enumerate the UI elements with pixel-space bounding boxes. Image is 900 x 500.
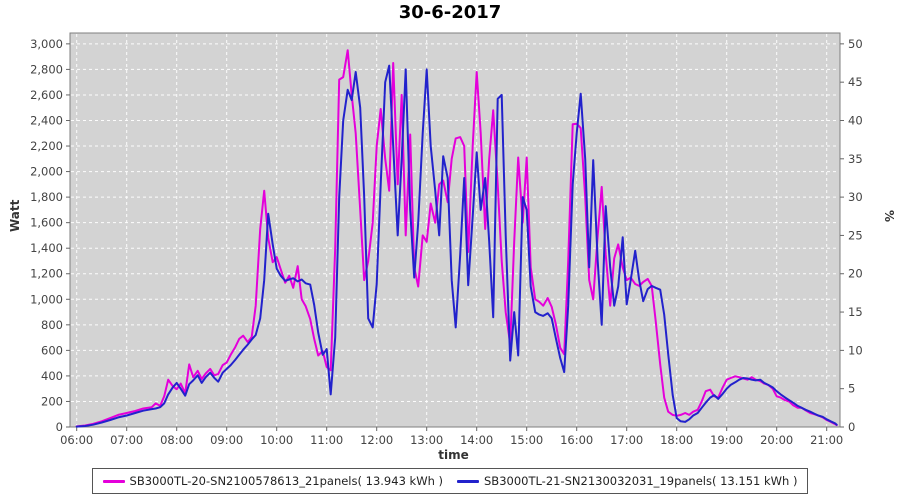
pct-axis-tick-label: 0 (848, 420, 855, 434)
y-axis-tick-label: 2,000 (30, 165, 63, 179)
pct-axis-tick-label: 30 (848, 190, 863, 204)
x-axis-tick-label: 12:00 (360, 433, 393, 447)
legend-line-swatch (102, 479, 125, 483)
legend: SB3000TL-20-SN2100578613_21panels( 13.94… (0, 468, 900, 494)
pct-axis-tick-label: 35 (848, 152, 863, 166)
y-axis-tick-label: 600 (41, 343, 63, 357)
y-axis-label-percent: % (882, 209, 896, 222)
x-axis-tick-label: 06:00 (60, 433, 93, 447)
series-line-sb3000tl-21 (75, 64, 838, 428)
x-axis-tick-label: 18:00 (660, 433, 693, 447)
x-axis-tick-label: 16:00 (560, 433, 593, 447)
pct-axis-tick-label: 45 (848, 75, 863, 89)
y-axis-tick-label: 1,200 (30, 267, 63, 281)
pct-axis-tick-label: 50 (848, 37, 863, 51)
pct-axis-tick-label: 10 (848, 343, 863, 357)
y-axis-tick-label: 2,400 (30, 113, 63, 127)
y-axis-tick-label: 200 (41, 394, 63, 408)
legend-line-swatch (457, 479, 479, 483)
legend-entry-sb3000tl-21: SB3000TL-21-SN2130032031_19panels( 13.15… (457, 474, 797, 488)
y-axis-tick-label: 1,600 (30, 216, 63, 230)
y-axis-tick-label: 1,000 (30, 292, 63, 306)
x-axis-tick-label: 20:00 (760, 433, 793, 447)
legend-box: SB3000TL-20-SN2100578613_21panels( 13.94… (91, 468, 809, 494)
x-axis-tick-label: 17:00 (610, 433, 643, 447)
pct-axis-tick-label: 40 (848, 113, 863, 127)
x-axis-tick-label: 21:00 (810, 433, 843, 447)
pct-axis-tick-label: 15 (848, 305, 863, 319)
y-axis-tick-label: 1,800 (30, 190, 63, 204)
y-axis-tick-label: 3,000 (30, 37, 63, 51)
pct-axis-tick-label: 5 (848, 382, 855, 396)
pct-axis-tick-label: 25 (848, 228, 863, 242)
pct-axis-tick-label: 20 (848, 267, 863, 281)
x-axis-tick-label: 14:00 (460, 433, 493, 447)
legend-label: SB3000TL-20-SN2100578613_21panels( 13.94… (129, 474, 443, 488)
legend-label: SB3000TL-21-SN2130032031_19panels( 13.15… (484, 474, 798, 488)
y-axis-tick-label: 400 (41, 369, 63, 383)
y-axis-tick-label: 0 (56, 420, 63, 434)
x-axis-label-time: time (438, 448, 469, 462)
y-axis-label-watt: Watt (8, 199, 22, 232)
y-axis-tick-label: 2,200 (30, 139, 63, 153)
x-axis-tick-label: 11:00 (310, 433, 343, 447)
y-axis-tick-label: 1,400 (30, 241, 63, 255)
x-axis-tick-label: 15:00 (510, 433, 543, 447)
y-axis-tick-label: 2,600 (30, 88, 63, 102)
x-axis-tick-label: 10:00 (260, 433, 293, 447)
y-axis-tick-label: 2,800 (30, 62, 63, 76)
x-axis-tick-label: 09:00 (210, 433, 243, 447)
x-axis-tick-label: 08:00 (160, 433, 193, 447)
chart-title: 30-6-2017 (398, 2, 502, 23)
y-axis-tick-label: 800 (41, 318, 63, 332)
x-axis-tick-label: 13:00 (410, 433, 443, 447)
legend-entry-sb3000tl-20: SB3000TL-20-SN2100578613_21panels( 13.94… (102, 474, 443, 488)
plot-area (69, 32, 841, 428)
x-axis-tick-label: 19:00 (710, 433, 743, 447)
x-axis-tick-label: 07:00 (110, 433, 143, 447)
